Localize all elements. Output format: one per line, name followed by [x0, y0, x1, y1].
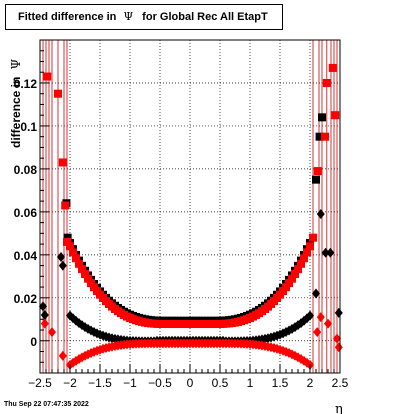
- red-diamond-point: [333, 333, 341, 344]
- chart-title: Fitted difference in Ψ for Global Rec Al…: [5, 4, 283, 30]
- red-square-point: [309, 233, 317, 242]
- x-tick-label: 1.5: [272, 376, 289, 390]
- y-axis-label: difference in Ψ: [9, 58, 23, 148]
- black-diamond-point: [312, 288, 320, 299]
- black-square-point: [312, 175, 320, 184]
- red-square-point: [81, 270, 89, 279]
- x-tick-label: 1: [247, 376, 254, 390]
- red-square-point: [328, 63, 337, 72]
- black-diamond-point: [57, 251, 65, 262]
- red-diamond-point: [313, 327, 322, 338]
- y-axis-label-symbol: Ψ: [9, 58, 23, 69]
- y-tick-label: 0.12: [14, 77, 38, 91]
- red-diamond-point: [324, 318, 332, 329]
- red-square-point: [78, 265, 86, 274]
- red-square-point: [87, 279, 95, 288]
- black-diamond-point: [316, 209, 325, 220]
- x-tick-label: −0.5: [148, 376, 172, 390]
- red-square-point: [313, 167, 322, 176]
- timestamp: Thu Sep 22 07:47:35 2022: [4, 401, 89, 408]
- red-square-point: [294, 265, 302, 274]
- black-diamond-point: [321, 247, 330, 258]
- x-tick-label: 2.5: [332, 376, 349, 390]
- black-diamond-point: [334, 307, 343, 318]
- x-axis-label: η: [335, 402, 343, 414]
- black-diamond-point: [326, 247, 335, 258]
- y-tick-label: 0.1: [20, 120, 37, 134]
- red-square-point: [69, 248, 77, 257]
- red-square-point: [321, 132, 329, 141]
- black-diamond-point: [40, 309, 49, 320]
- title-prefix: Fitted difference in: [18, 11, 120, 23]
- red-square-point: [58, 158, 67, 167]
- black-diamond-point: [306, 310, 314, 321]
- red-square-point: [300, 254, 308, 263]
- y-tick-label: 0.02: [14, 292, 38, 306]
- black-square-point: [63, 233, 72, 242]
- x-tick-label: 0: [187, 376, 194, 390]
- red-square-point: [291, 270, 299, 279]
- y-tick-label: 0: [30, 335, 37, 349]
- y-tick-label: 0.08: [14, 163, 38, 177]
- red-square-point: [72, 254, 80, 263]
- red-square-point: [282, 283, 290, 292]
- y-tick-label: 0.04: [14, 249, 38, 263]
- red-square-point: [61, 201, 70, 210]
- red-diamond-point: [316, 312, 325, 323]
- x-tick-label: −2.5: [28, 376, 52, 390]
- red-square-point: [63, 237, 71, 246]
- red-square-point: [54, 89, 62, 98]
- black-diamond-point: [58, 260, 67, 271]
- red-square-point: [306, 242, 314, 251]
- red-square-point: [288, 274, 296, 283]
- red-square-point: [43, 72, 52, 81]
- red-diamond-point: [48, 327, 56, 338]
- y-axis-label-text: difference in: [9, 73, 23, 148]
- red-square-point: [285, 279, 293, 288]
- x-tick-label: −1.5: [88, 376, 112, 390]
- red-square-point: [84, 274, 92, 283]
- y-tick-label: 0.06: [14, 206, 38, 220]
- title-symbol: Ψ: [123, 10, 134, 23]
- red-square-point: [322, 78, 331, 87]
- data-points: [39, 63, 343, 370]
- black-square-point: [315, 132, 324, 141]
- x-tick-label: −1: [123, 376, 137, 390]
- title-suffix: for Global Rec All EtapT: [139, 11, 268, 23]
- red-square-point: [331, 111, 340, 120]
- red-square-point: [66, 242, 74, 251]
- grid-lines: [40, 40, 340, 373]
- red-diamond-point: [40, 318, 49, 329]
- black-square-point: [318, 113, 326, 122]
- red-square-point: [297, 259, 305, 268]
- red-diamond-point: [334, 342, 343, 353]
- red-square-point: [303, 248, 311, 257]
- x-tick-label: 2: [307, 376, 314, 390]
- axis-ticks: −2.5 −2 −1.5 −1 −0.5 0 0.5 1 1.5 2 2.5 0 0.02 0.04 0.0…: [14, 50, 349, 390]
- x-tick-label: −2: [63, 376, 77, 390]
- x-tick-label: 0.5: [212, 376, 229, 390]
- red-diamond-point: [58, 350, 67, 361]
- red-square-point: [75, 259, 83, 268]
